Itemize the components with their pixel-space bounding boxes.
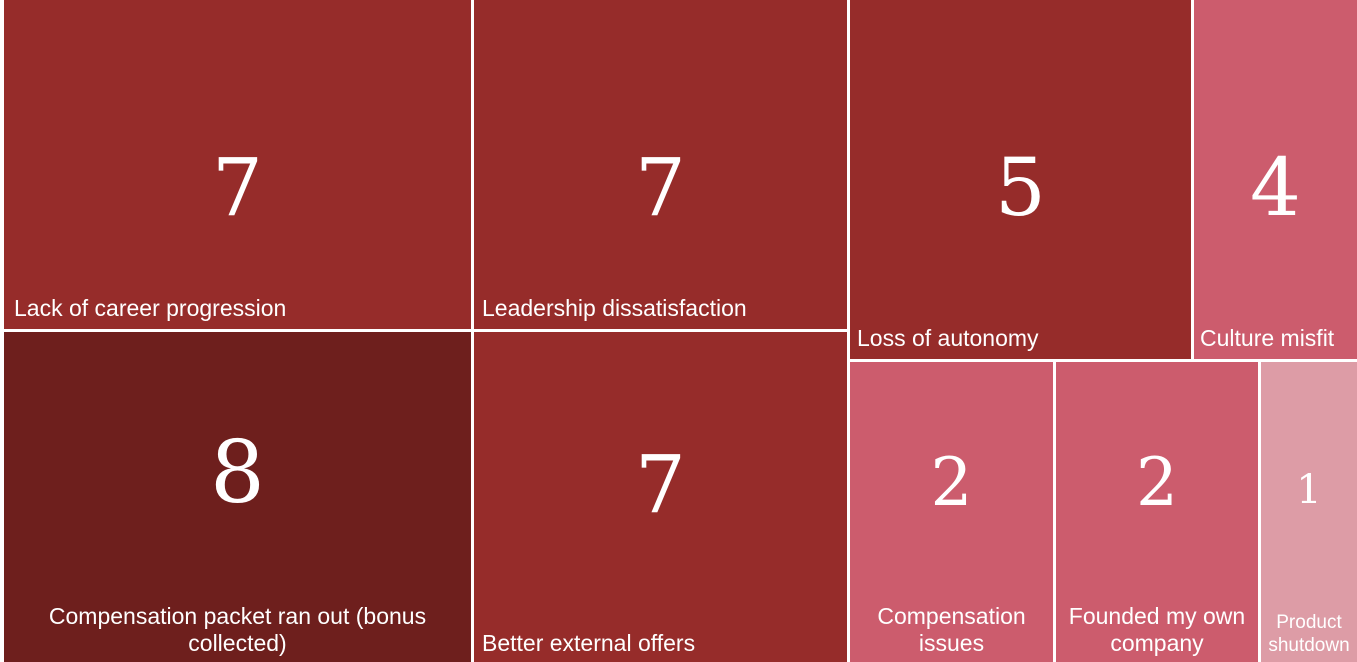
tile-label: Lack of career progression	[14, 295, 287, 322]
treemap-tile-loss-of-autonomy: 5 Loss of autonomy	[850, 0, 1191, 359]
tile-label: Founded my own company	[1068, 602, 1246, 657]
tile-label: Compensation issues	[877, 602, 1026, 657]
tile-value: 5	[995, 141, 1046, 234]
treemap-tile-better-external-offers: 7 Better external offers	[474, 332, 847, 662]
tile-value: 7	[635, 438, 686, 531]
tile-value: 7	[635, 141, 686, 234]
treemap-tile-product-shutdown: 1 Product shutdown	[1261, 362, 1357, 662]
treemap-tile-founded-my-own-company: 2 Founded my own company	[1056, 362, 1258, 662]
treemap-tile-compensation-packet-ran-out: 8 Compensation packet ran out (bonus coll…	[4, 332, 471, 662]
tile-label: Loss of autonomy	[857, 325, 1039, 352]
tile-value: 2	[930, 444, 973, 521]
treemap-tile-compensation-issues: 2 Compensation issues	[850, 362, 1053, 662]
tile-label: Leadership dissatisfaction	[482, 295, 747, 322]
treemap-tile-leadership-dissatisfaction: 7 Leadership dissatisfaction	[474, 0, 847, 329]
treemap-tile-lack-of-career-progression: 7 Lack of career progression	[4, 0, 471, 329]
tile-value: 8	[210, 423, 265, 523]
tile-value: 7	[212, 141, 263, 234]
tile-label: Better external offers	[482, 630, 696, 657]
tile-value: 2	[1136, 444, 1178, 521]
tile-value: 4	[1250, 141, 1301, 234]
tile-label: Product shutdown	[1268, 612, 1350, 657]
treemap-tile-culture-misfit: 4 Culture misfit	[1194, 0, 1357, 359]
tile-label: Compensation packet ran out (bonus colle…	[48, 602, 427, 657]
tile-value: 1	[1296, 467, 1322, 513]
tile-label: Culture misfit	[1200, 325, 1335, 352]
